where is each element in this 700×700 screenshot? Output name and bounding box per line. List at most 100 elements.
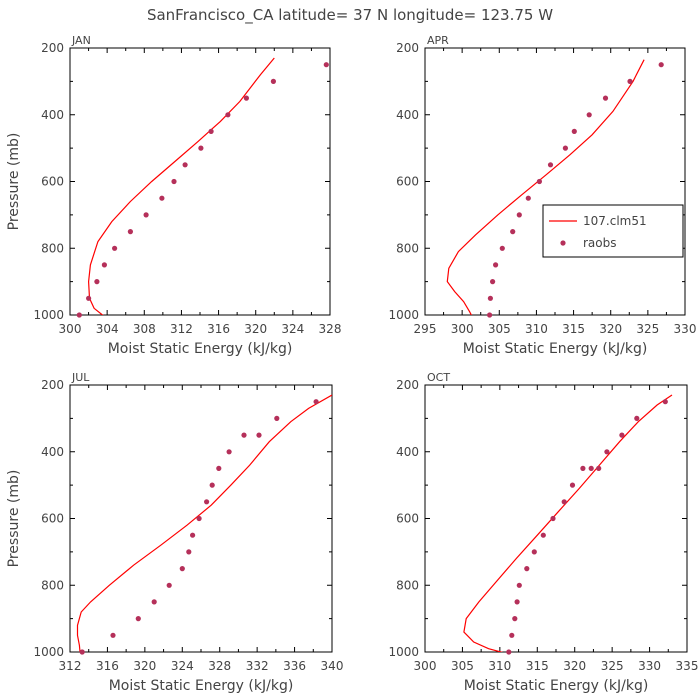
raobs-point: [516, 212, 522, 218]
x-tick-label: 312: [170, 322, 193, 336]
plot-frame: [424, 47, 686, 316]
panel-label: JAN: [71, 34, 91, 47]
x-tick-label: 320: [244, 322, 267, 336]
raobs-point: [514, 599, 520, 605]
raobs-point: [658, 62, 664, 68]
y-tick-label: 600: [41, 512, 64, 526]
raobs-point: [571, 128, 577, 134]
raobs-point: [112, 245, 118, 251]
y-tick-label: 200: [41, 378, 64, 392]
raobs-point: [204, 499, 210, 505]
raobs-point: [274, 415, 280, 421]
model-profile-line: [446, 59, 645, 315]
legend: 107.clm51 raobs: [542, 204, 684, 258]
raobs-point: [151, 599, 157, 605]
raobs-point: [550, 515, 556, 522]
model-profile-line: [87, 57, 275, 315]
raobs-point: [198, 145, 204, 151]
x-tick-label: 316: [207, 322, 230, 336]
model-profile-line: [76, 394, 332, 652]
y-tick-label: 200: [396, 41, 419, 55]
raobs-point: [159, 195, 165, 201]
raobs-point: [634, 415, 640, 421]
raobs-point: [510, 229, 516, 235]
raobs-point: [490, 279, 496, 285]
raobs-point: [506, 649, 512, 655]
raobs-point: [110, 632, 116, 638]
panel-label: JUL: [71, 371, 90, 384]
raobs-point: [79, 649, 85, 655]
raobs-point: [323, 62, 329, 68]
raobs-point: [226, 449, 232, 455]
y-tick-label: 800: [41, 578, 64, 592]
raobs-point: [619, 432, 625, 438]
figure-title: SanFrancisco_CA latitude= 37 N longitude…: [147, 6, 553, 25]
raobs-point: [569, 482, 576, 488]
raobs-point: [190, 532, 196, 538]
y-axis-label: Pressure (mb): [6, 133, 22, 231]
y-tick-label: 1000: [388, 308, 419, 322]
raobs-point: [499, 245, 505, 251]
x-tick-label: 336: [283, 659, 306, 673]
raobs-point: [171, 178, 177, 185]
raobs-point: [86, 295, 92, 301]
y-tick-label: 200: [41, 41, 64, 55]
raobs-point: [509, 632, 515, 638]
raobs-point: [313, 399, 319, 405]
raobs-point: [209, 482, 215, 488]
x-tick-label: 305: [451, 659, 474, 673]
y-tick-label: 800: [396, 241, 419, 255]
raobs-point: [94, 279, 100, 285]
y-tick-label: 400: [396, 108, 419, 122]
plot-area: [76, 394, 332, 652]
x-tick-label: 325: [636, 322, 659, 336]
plot-area: [446, 59, 645, 315]
raobs-point: [580, 465, 586, 471]
x-tick-label: 340: [321, 659, 344, 673]
plot-area: [463, 394, 673, 652]
panel-label: OCT: [427, 371, 450, 384]
panel-jan: JAN 300 304 308 312 316 320 324 328 200 400 600 800 1…: [6, 34, 341, 357]
raobs-point: [270, 78, 276, 84]
plot-frame: [69, 47, 331, 316]
x-tick-label: 308: [133, 322, 156, 336]
x-tick-label: 300: [59, 322, 82, 336]
raobs-point: [524, 566, 530, 572]
y-tick-label: 1000: [388, 645, 419, 659]
y-tick-label: 600: [396, 175, 419, 189]
raobs-point: [179, 566, 185, 572]
x-tick-label: 325: [601, 659, 624, 673]
y-tick-label: 400: [396, 445, 419, 459]
raobs-point: [512, 616, 518, 622]
x-tick-label: 328: [208, 659, 231, 673]
x-tick-label: 335: [676, 659, 699, 673]
x-axis-label: Moist Static Energy (kJ/kg): [464, 678, 649, 694]
x-tick-label: 332: [246, 659, 269, 673]
y-tick-label: 800: [396, 578, 419, 592]
y-tick-label: 400: [41, 108, 64, 122]
y-tick-label: 1000: [33, 645, 64, 659]
x-tick-label: 330: [674, 322, 697, 336]
raobs-point: [547, 162, 554, 168]
legend-label-raobs: raobs: [583, 236, 617, 250]
y-tick-label: 800: [41, 241, 64, 255]
raobs-point: [602, 95, 609, 101]
raobs-point: [562, 145, 569, 151]
raobs-point: [487, 295, 493, 301]
panels: JAN 300 304 308 312 316 320 324 328 200 400 600 800 1…: [6, 34, 698, 694]
x-tick-label: 310: [488, 659, 511, 673]
x-tick-label: 300: [414, 659, 437, 673]
x-tick-label: 310: [525, 322, 548, 336]
y-tick-label: 600: [396, 512, 419, 526]
y-tick-label: 1000: [33, 308, 64, 322]
raobs-point: [225, 112, 231, 118]
panel-apr: APR 295 300 305 310 315 320 325 330 200 400 600 800 1…: [388, 34, 696, 357]
raobs-point: [588, 465, 594, 471]
x-tick-label: 295: [414, 322, 437, 336]
plot-area: [87, 57, 275, 315]
raobs-point: [208, 128, 214, 134]
raobs-point: [531, 549, 537, 555]
y-tick-label: 600: [41, 175, 64, 189]
raobs-point: [182, 162, 188, 168]
x-tick-label: 324: [281, 322, 304, 336]
